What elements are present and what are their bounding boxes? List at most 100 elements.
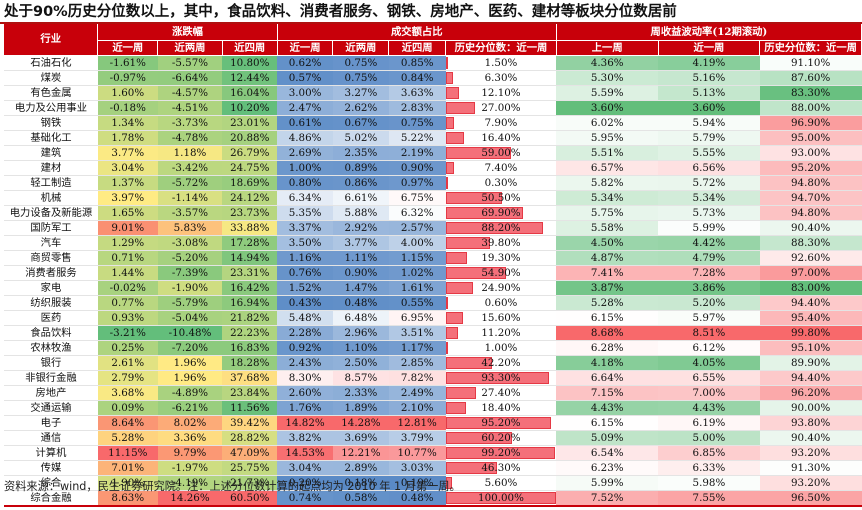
cell-vol-prev: 4.50% <box>556 235 659 251</box>
table-row: 电力及公用事业 -0.18% -4.51% 10.20% 2.47% 2.62% 2.83%… <box>4 100 862 116</box>
cell-to1w: 1.16% <box>277 250 333 266</box>
cell-to2w: 5.88% <box>332 205 389 221</box>
cell-to2w: 12.21% <box>332 445 389 461</box>
percentile-label: 1.00% <box>484 341 518 354</box>
percentile-label: 12.10% <box>481 86 521 99</box>
cell-to4w: 2.19% <box>388 145 446 161</box>
cell-to-pct: 11.20% <box>445 325 557 341</box>
table-row: 商贸零售 0.71% -5.20% 14.94% 1.16% 1.11% 1.15% 19.3… <box>4 250 862 266</box>
cell-ret4w: 18.28% <box>222 355 278 371</box>
col-header-vol-1w: 近一周 <box>658 40 761 56</box>
cell-vol-1w: 6.56% <box>658 160 760 176</box>
cell-to2w: 0.75% <box>332 70 389 86</box>
cell-ret1w: 0.09% <box>97 400 158 416</box>
table-row: 家电 -0.02% -1.90% 16.42% 1.52% 1.47% 1.61% 24.90… <box>4 280 862 296</box>
cell-ret2w: -7.20% <box>157 340 223 356</box>
cell-vol-prev: 7.41% <box>556 265 659 281</box>
cell-to-pct: 19.30% <box>445 250 557 266</box>
cell-to2w: 0.58% <box>332 490 389 507</box>
cell-ret2w: 9.79% <box>157 445 223 461</box>
cell-vol-prev: 6.57% <box>556 160 659 176</box>
cell-to2w: 0.67% <box>332 115 389 131</box>
cell-vol-pct: 91.30% <box>759 460 862 476</box>
table-row: 食品饮料 -3.21% -10.48% 22.23% 2.28% 2.96% 3.51% 11… <box>4 325 862 341</box>
title-rule <box>0 22 862 24</box>
cell-vol-pct: 87.60% <box>759 70 862 86</box>
cell-ret2w: -4.57% <box>157 85 223 101</box>
cell-ret1w: 1.78% <box>97 130 158 146</box>
cell-to-pct: 27.40% <box>445 385 557 401</box>
cell-to-pct: 16.40% <box>445 130 557 146</box>
cell-vol-pct: 83.00% <box>759 280 862 296</box>
cell-ret2w: 1.96% <box>157 355 223 371</box>
percentile-bar <box>445 416 552 429</box>
cell-to1w: 3.82% <box>277 430 333 446</box>
cell-vol-prev: 6.15% <box>556 415 659 431</box>
cell-vol-pct: 95.10% <box>759 340 862 356</box>
percentile-bar <box>445 161 454 174</box>
cell-vol-1w: 3.60% <box>658 100 760 116</box>
cell-to4w: 0.75% <box>388 115 446 131</box>
cell-industry: 钢铁 <box>4 115 98 131</box>
cell-to2w: 6.48% <box>332 310 389 326</box>
col-header-vol-pct: 历史分位数：近一周 <box>759 40 862 56</box>
cell-vol-pct: 88.30% <box>759 235 862 251</box>
cell-industry: 轻工制造 <box>4 175 98 191</box>
cell-ret4w: 24.12% <box>222 190 278 206</box>
percentile-bar <box>445 281 474 294</box>
cell-industry: 机械 <box>4 190 98 206</box>
cell-ret2w: 1.96% <box>157 370 223 386</box>
cell-ret4w: 39.42% <box>222 415 278 431</box>
cell-to2w: 2.50% <box>332 355 389 371</box>
col-header-ret-4w: 近四周 <box>222 40 278 56</box>
percentile-label: 99.20% <box>481 446 521 459</box>
cell-ret2w: -7.39% <box>157 265 223 281</box>
cell-vol-prev: 5.09% <box>556 430 659 446</box>
cell-to-pct: 69.90% <box>445 205 557 221</box>
cell-vol-pct: 89.90% <box>759 355 862 371</box>
cell-vol-1w: 4.19% <box>658 55 760 71</box>
percentile-bar <box>445 101 476 114</box>
table-row: 传媒 7.01% -1.97% 25.75% 3.04% 2.89% 3.03% 46.30%… <box>4 460 862 476</box>
table-body: 石油石化 -1.61% -5.57% 10.80% 0.62% 0.75% 0.85% 1.5… <box>4 55 862 507</box>
cell-vol-1w: 6.33% <box>658 460 760 476</box>
cell-ret1w: 3.77% <box>97 145 158 161</box>
cell-to2w: 2.96% <box>332 325 389 341</box>
col-header-to-2w: 近两周 <box>332 40 390 56</box>
percentile-label: 27.40% <box>481 386 521 399</box>
cell-ret1w: -3.21% <box>97 325 158 341</box>
cell-to1w: 0.61% <box>277 115 333 131</box>
cell-vol-pct: 83.30% <box>759 85 862 101</box>
cell-vol-pct: 95.40% <box>759 310 862 326</box>
cell-to4w: 0.97% <box>388 175 446 191</box>
cell-to1w: 1.00% <box>277 160 333 176</box>
col-header-vol-prev: 上一周 <box>556 40 659 56</box>
cell-to2w: 0.75% <box>332 55 389 71</box>
cell-to4w: 4.00% <box>388 235 446 251</box>
cell-to4w: 5.22% <box>388 130 446 146</box>
cell-to1w: 2.28% <box>277 325 333 341</box>
cell-vol-prev: 6.15% <box>556 310 659 326</box>
cell-vol-prev: 5.51% <box>556 145 659 161</box>
cell-ret4w: 37.68% <box>222 370 278 386</box>
cell-to4w: 1.15% <box>388 250 446 266</box>
cell-vol-pct: 96.50% <box>759 490 862 507</box>
cell-ret4w: 21.73% <box>222 475 278 491</box>
cell-ret1w: 0.77% <box>97 295 158 311</box>
cell-ret1w: -1.61% <box>97 55 158 71</box>
cell-ret1w: 8.64% <box>97 415 158 431</box>
cell-to1w: 3.50% <box>277 235 333 251</box>
cell-vol-1w: 8.51% <box>658 325 760 341</box>
cell-ret2w: -3.42% <box>157 160 223 176</box>
cell-industry: 食品饮料 <box>4 325 98 341</box>
percentile-label: 42.20% <box>481 356 521 369</box>
cell-to1w: 0.74% <box>277 490 333 507</box>
cell-to2w: 2.89% <box>332 460 389 476</box>
percentile-bar <box>445 236 490 249</box>
col-header-ret-2w: 近两周 <box>157 40 223 56</box>
cell-vol-pct: 93.80% <box>759 415 862 431</box>
cell-vol-prev: 4.18% <box>556 355 659 371</box>
cell-vol-1w: 5.13% <box>658 85 760 101</box>
percentile-bar <box>445 401 466 414</box>
cell-vol-1w: 6.85% <box>658 445 760 461</box>
